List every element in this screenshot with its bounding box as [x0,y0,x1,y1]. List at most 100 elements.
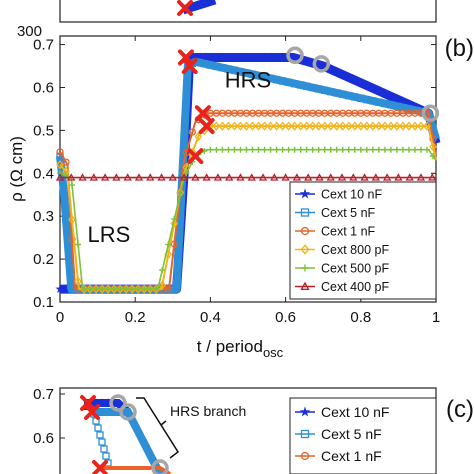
data-point [308,121,317,131]
data-point [183,170,190,177]
data-point [392,94,402,103]
data-point [101,173,110,181]
data-point [236,173,245,181]
data-point [153,286,160,293]
x-tick-label: 0.8 [350,309,371,326]
data-point [258,173,268,181]
data-point [164,285,172,293]
data-point [349,173,358,181]
data-point [272,121,281,131]
data-point [363,146,370,153]
legend-entry: Cext 1 nF [321,225,376,239]
data-point [56,148,64,156]
data-point [179,173,189,181]
legend-marker [300,451,310,461]
data-point [242,121,251,131]
data-point [110,284,118,294]
data-point [266,121,275,131]
annotation-hrs-branch: HRS branch [170,403,246,419]
data-point [207,146,214,153]
x-tick-label: 0 [56,309,64,326]
data-point [116,284,125,294]
legend-marker [301,264,309,272]
data-point [350,75,360,85]
legend-marker [300,429,310,439]
x-axis-label: t / periodosc [197,337,284,360]
data-point [303,146,310,153]
data-point [255,146,262,153]
data-point [243,146,250,153]
data-point [213,173,223,181]
data-point [429,153,436,160]
data-point [292,173,301,181]
data-point [278,121,287,131]
data-point [98,284,106,294]
data-point [284,121,293,131]
y-tick-label: 0.6 [33,430,54,447]
gray-circle-marker [151,459,169,474]
data-point [339,146,346,153]
data-point [350,121,359,131]
data-point [236,121,245,131]
data-point [94,424,102,432]
data-point [428,173,437,181]
data-point [188,128,197,136]
legend: Cext 10 nF Cext 5 nF Cext 1 nF [289,397,437,474]
data-point [89,173,98,181]
data-point [123,286,130,293]
data-point [332,67,342,77]
x-tick-label: 0.4 [200,309,221,326]
data-point [289,53,300,62]
data-point [362,80,372,90]
x-tick-label: 1 [432,309,440,326]
legend-entry: Cext 10 nF [321,404,389,420]
data-point [75,241,82,248]
legend-marker [299,188,311,199]
data-point [212,121,221,131]
data-point [356,78,366,87]
data-point [423,121,431,131]
gray-circle-marker [109,394,127,412]
data-point [129,286,136,293]
data-point [345,146,352,153]
red-x-marker [84,404,100,420]
data-point [387,121,395,131]
data-point [368,83,378,93]
top-panel-curve [181,0,217,15]
data-point [326,121,335,131]
data-point [304,173,313,181]
data-point [302,121,311,131]
data-point [398,96,408,106]
data-point [405,146,412,153]
y-tick-label: 0.4 [33,165,54,182]
data-point [78,173,87,181]
data-point [213,146,220,153]
legend: Cext 10 nF Cext 5 nF Cext 1 nF Cext 800 pF C… [289,181,437,300]
legend-entry: Cext 5 nF [321,426,382,442]
red-x-marker [177,49,194,66]
data-point [301,56,312,66]
data-point [327,146,334,153]
legend-entry: Cext 5 nF [321,206,376,220]
data-point [381,146,388,153]
data-point [411,146,418,153]
data-point [315,173,324,181]
data-point [380,88,390,98]
data-point [393,121,401,131]
data-point [86,284,94,294]
data-point [356,121,365,131]
data-point [362,121,371,131]
panel-b: 0.1 0.2 0.3 0.4 0.5 0.6 0.7 0 0.2 0.4 0.6 0.8 1 t / p… [7,35,474,360]
data-point [368,121,377,131]
data-point [102,452,110,460]
data-point [177,190,184,197]
data-point [55,173,65,181]
data-point [270,173,279,181]
data-point [344,72,354,82]
data-point [249,146,256,153]
data-point [315,146,322,153]
data-point [123,173,132,181]
data-point [146,173,155,181]
legend-marker [300,226,310,236]
